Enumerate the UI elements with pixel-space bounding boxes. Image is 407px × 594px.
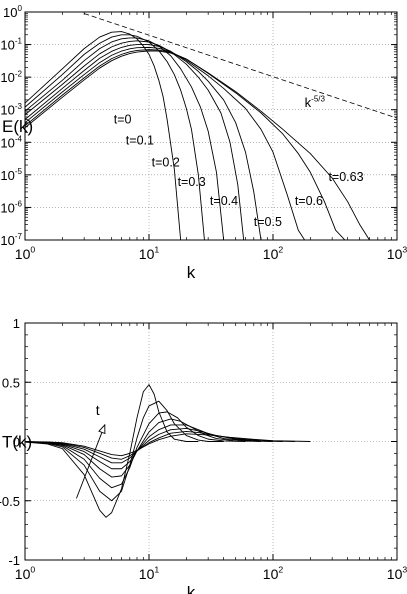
- curve-time-label: t=0.3: [178, 175, 206, 189]
- y-tick-label: 10-4: [0, 134, 22, 150]
- x-tick-label: 103: [387, 245, 407, 262]
- reference-slope-line: [84, 13, 397, 119]
- x-axis-title: k: [187, 263, 196, 282]
- curve-time-label: t=0.5: [254, 215, 282, 229]
- plot-frame: [24, 11, 398, 241]
- energy-spectrum-panel: 100 101 102 103 10-7 10-6 10-5 10-4 10-3 10-2 10-1…: [0, 4, 407, 282]
- plot-frame: [24, 322, 398, 561]
- x-tick-label: 100: [15, 565, 36, 582]
- series-line: [25, 37, 225, 240]
- y-tick-label: 1: [13, 316, 20, 331]
- x-tick-label: 102: [263, 245, 284, 262]
- curve-time-label: t=0.1: [126, 134, 154, 148]
- time-arrow-label: t: [96, 402, 100, 418]
- x-tick-label: 102: [263, 565, 284, 582]
- x-tick-label: 101: [139, 245, 160, 262]
- curve-time-label: t=0.6: [295, 194, 323, 208]
- y-tick-label: 10-7: [0, 232, 22, 248]
- y-tick-label: 10-1: [0, 37, 22, 53]
- y-tick-label: 100: [3, 4, 22, 20]
- y-tick-label: 0: [13, 435, 20, 450]
- series-line: [25, 433, 311, 457]
- x-tick-label: 103: [387, 565, 407, 582]
- series-line: [25, 411, 246, 489]
- x-tick-label: 100: [15, 245, 36, 262]
- series-line: [25, 384, 199, 518]
- series-line: [25, 44, 262, 240]
- series-line: [25, 46, 306, 240]
- curve-time-label: t=0.2: [152, 156, 180, 170]
- x-axis-title: k: [187, 583, 196, 594]
- curve-time-label: t=0.63: [328, 170, 363, 184]
- y-tick-label: 10-2: [0, 69, 22, 85]
- curve-time-label: t=0.4: [210, 194, 238, 208]
- time-arrow-shaft: [76, 424, 106, 499]
- series-group: [25, 384, 311, 518]
- series-line: [25, 49, 346, 240]
- y-tick-label: -0.5: [0, 494, 20, 509]
- y-tick-label: 10-5: [0, 167, 22, 183]
- y-tick-label: 10-6: [0, 200, 22, 216]
- curve-time-label: t=0: [114, 112, 132, 126]
- y-tick-label: 10-3: [0, 102, 22, 118]
- x-tick-label: 101: [139, 565, 160, 582]
- slope-label: k-5/3: [305, 94, 326, 110]
- series-line: [25, 31, 182, 240]
- y-tick-label: -1: [8, 553, 20, 568]
- series-group: [25, 13, 397, 240]
- time-arrow-head: [98, 423, 106, 435]
- y-tick-label: 0.5: [2, 375, 20, 390]
- series-line: [25, 40, 245, 240]
- series-line: [25, 400, 224, 502]
- series-line: [25, 50, 370, 240]
